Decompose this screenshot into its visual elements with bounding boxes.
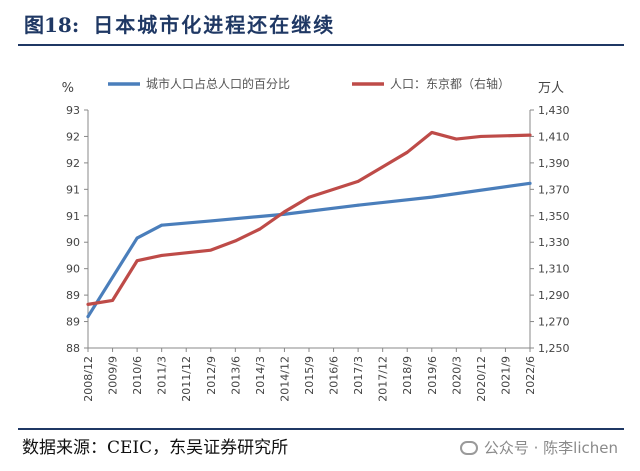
line-chart: 93 92 92 91 91 90 90 89 89 88 1,430 1,410 1,390 1,370… <box>62 76 570 402</box>
x-tick-label: 2022/6 <box>524 356 537 395</box>
y-left-tick-label: 92 <box>66 130 80 143</box>
series-point-2 <box>307 195 311 199</box>
legend-label-tokyo-population: 人口：东京都（右轴） <box>390 76 510 91</box>
series-point-2 <box>479 135 483 138</box>
y-right-tick-label: 1,390 <box>538 157 570 170</box>
y-right-unit: 万人 <box>538 81 564 96</box>
data-source: 数据来源：CEIC，东吴证券研究所 <box>22 438 289 458</box>
series-point-1 <box>528 181 532 185</box>
series-point-1 <box>356 203 360 207</box>
series-point-2 <box>528 133 532 137</box>
watermark-text: 公众号 · 陈李lichen <box>483 439 618 457</box>
x-tick-label: 2020/12 <box>475 356 488 402</box>
watermark: 公众号 · 陈李lichen <box>459 436 618 460</box>
x-tick-label: 2014/12 <box>278 356 291 402</box>
y-left-tick-label: 93 <box>66 104 80 117</box>
y-left-tick-label: 91 <box>66 210 80 223</box>
x-tick-label: 2019/6 <box>426 356 439 395</box>
series-point-2 <box>258 227 262 231</box>
legend-label-urbanization: 城市人口占总人口的百分比 <box>146 76 290 91</box>
x-tick-label: 2020/3 <box>450 356 463 395</box>
figure-label: 图18: <box>24 13 80 37</box>
x-tick-label: 2016/6 <box>328 356 341 395</box>
y-right-tick-label: 1,270 <box>538 316 570 329</box>
y-right-tick-label: 1,370 <box>538 183 570 196</box>
footer-divider <box>18 428 624 430</box>
series-point-2 <box>233 239 237 243</box>
series-point-1 <box>160 223 164 227</box>
series-point-2 <box>283 210 286 214</box>
series-point-1 <box>209 219 213 223</box>
x-tick-label: 2018/9 <box>401 356 414 395</box>
x-tick-label: 2011/12 <box>180 356 193 402</box>
series-point-2 <box>430 131 434 134</box>
series-point-1 <box>430 195 434 199</box>
y-left-tick-label: 89 <box>66 316 80 329</box>
y-right-tick-label: 1,410 <box>538 130 570 143</box>
wechat-icon <box>459 441 478 455</box>
series-line-2 <box>86 130 532 306</box>
title-divider <box>18 44 624 46</box>
y-left-tick-label: 90 <box>66 236 80 249</box>
series-point-2 <box>356 180 360 183</box>
series-point-2 <box>160 254 164 257</box>
y-right-tick-label: 1,310 <box>538 263 570 276</box>
series-point-2 <box>135 259 139 263</box>
y-right-tick-label: 1,330 <box>538 236 570 249</box>
series-point-2 <box>86 302 90 306</box>
y-left-tick-label: 92 <box>66 157 80 170</box>
series-point-1 <box>135 236 139 240</box>
x-tick-label: 2014/3 <box>254 356 267 395</box>
series-point-1 <box>86 315 90 318</box>
series-point-2 <box>381 165 385 169</box>
x-tick-label: 2015/9 <box>303 356 316 395</box>
y-left-unit: % <box>62 81 74 96</box>
x-tick-label: 2021/9 <box>499 356 512 395</box>
y-left-tick-label: 91 <box>66 183 80 196</box>
x-tick-label: 2017/3 <box>352 356 365 395</box>
x-tick-label: 2017/12 <box>377 356 390 402</box>
series-point-2 <box>209 248 213 252</box>
x-tick-label: 2012/9 <box>205 356 218 395</box>
x-tick-label: 2010/6 <box>131 356 144 395</box>
figure-title-text: 日本城市化进程还在继续 <box>93 13 336 37</box>
y-right-tick-label: 1,350 <box>538 210 570 223</box>
series-point-2 <box>454 137 458 141</box>
x-tick-label: 2011/3 <box>156 356 169 395</box>
x-tick-label: 2013/6 <box>229 356 242 395</box>
y-right-tick-label: 1,290 <box>538 289 570 302</box>
y-left-tick-label: 88 <box>66 342 80 355</box>
y-left-tick-label: 89 <box>66 289 80 302</box>
figure-title: 图18: 日本城市化进程还在继续 <box>22 10 335 40</box>
y-right-tick-label: 1,430 <box>538 104 570 117</box>
y-left-tick-label: 90 <box>66 263 80 276</box>
series-point-2 <box>405 150 409 154</box>
x-tick-label: 2008/12 <box>82 356 95 402</box>
y-right-tick-label: 1,250 <box>538 342 570 355</box>
series-point-2 <box>111 299 114 302</box>
x-tick-label: 2009/9 <box>107 356 120 395</box>
series-line-1 <box>86 181 532 319</box>
